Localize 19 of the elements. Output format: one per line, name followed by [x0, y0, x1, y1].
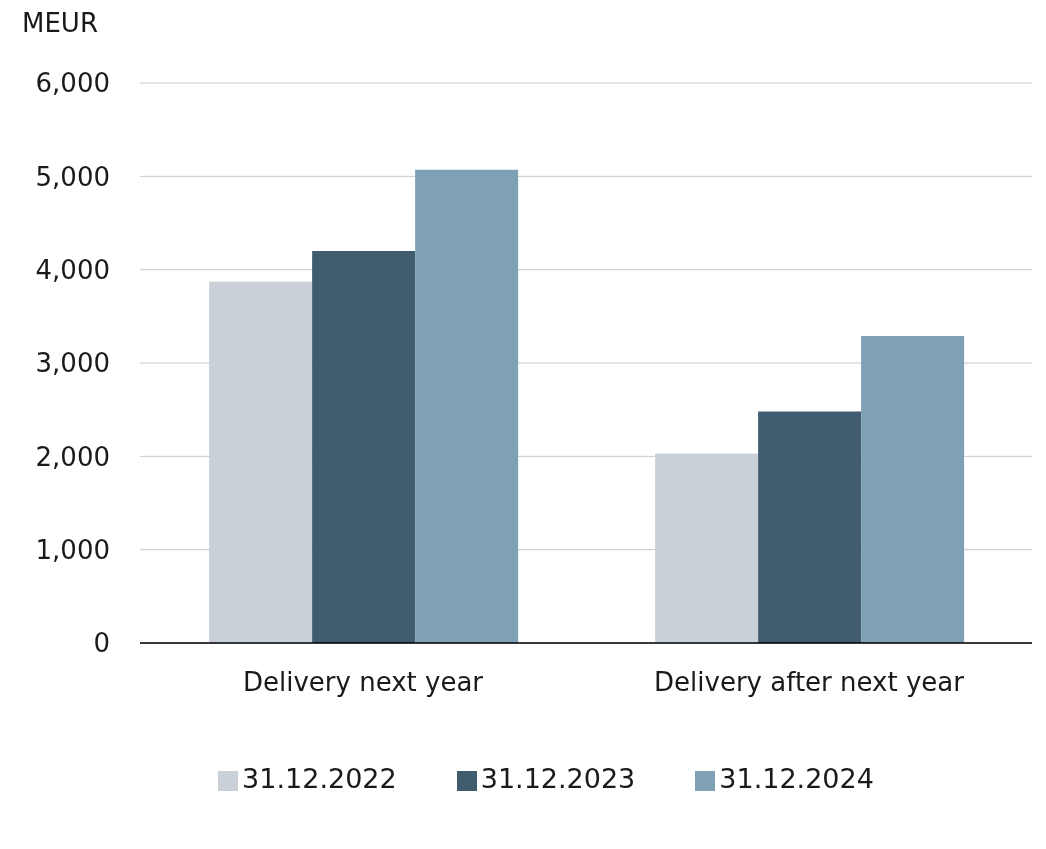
y-tick-label: 6,000	[35, 68, 110, 99]
legend-label: 31.12.2023	[480, 763, 636, 794]
legend-label: 31.12.2024	[719, 763, 874, 794]
y-tick-label: 0	[93, 628, 110, 659]
y-axis-title: MEUR	[22, 8, 98, 38]
y-tick-label: 2,000	[35, 441, 110, 472]
bar	[861, 335, 965, 643]
y-tick-label: 5,000	[35, 161, 110, 192]
legend-label: 31.12.2022	[242, 763, 397, 794]
bar	[758, 411, 862, 643]
bar	[655, 453, 759, 643]
bar	[209, 281, 313, 643]
bar	[415, 169, 519, 643]
y-tick-label: 4,000	[35, 254, 110, 285]
bar	[312, 251, 416, 643]
y-tick-label: 1,000	[35, 534, 110, 565]
x-tick-label: Delivery next year	[242, 667, 484, 698]
y-tick-label: 3,000	[35, 348, 110, 379]
x-tick-label: Delivery after next year	[654, 667, 965, 698]
